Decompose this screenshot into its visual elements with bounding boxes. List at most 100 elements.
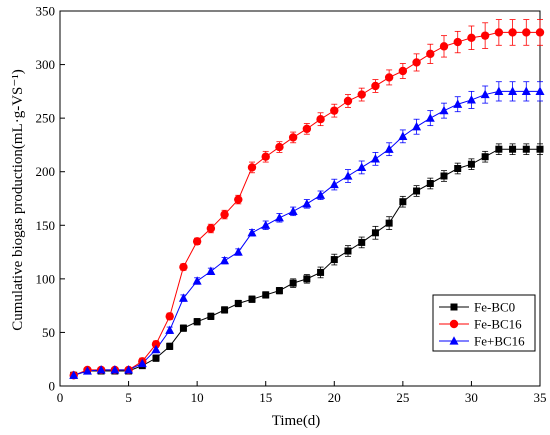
data-point [329, 179, 339, 189]
data-point [343, 171, 353, 180]
data-point [152, 354, 160, 362]
data-point [521, 86, 531, 95]
data-point [220, 210, 229, 219]
data-point [453, 99, 463, 108]
legend-label: Fe-BC16 [474, 317, 522, 332]
data-point [124, 365, 134, 374]
data-point [344, 247, 352, 255]
x-axis-title: Time(d) [272, 413, 321, 429]
data-point [261, 220, 271, 229]
data-point [316, 115, 325, 124]
x-tick-label: 30 [465, 390, 478, 405]
data-point [178, 293, 188, 302]
data-point [412, 58, 421, 67]
data-point [166, 342, 174, 350]
legend-label: Fe+BC16 [474, 334, 525, 349]
data-point [82, 366, 92, 375]
data-point [192, 276, 202, 285]
data-point [221, 306, 229, 314]
data-point [440, 172, 448, 180]
data-point [466, 95, 476, 104]
legend-marker [449, 319, 459, 329]
data-point [480, 89, 490, 99]
x-tick-label: 25 [396, 390, 409, 405]
data-point [412, 121, 422, 131]
data-point [151, 344, 161, 354]
data-point [481, 153, 489, 161]
data-point [193, 318, 201, 326]
data-point [494, 28, 504, 37]
data-point [494, 86, 504, 95]
legend-label: Fe-BC0 [474, 300, 515, 315]
data-point [165, 325, 175, 334]
data-point [357, 90, 366, 99]
data-point [358, 238, 366, 246]
data-point [522, 28, 531, 37]
data-point [165, 312, 174, 321]
data-point [371, 81, 380, 91]
data-point [151, 340, 161, 349]
data-point [454, 165, 462, 172]
data-point [425, 113, 435, 122]
data-point [426, 49, 435, 59]
data-point [303, 275, 311, 283]
data-point [234, 195, 243, 204]
legend-marker [449, 336, 459, 345]
data-point [453, 37, 462, 47]
data-point [536, 145, 544, 153]
data-point [69, 370, 79, 379]
data-point [274, 212, 284, 222]
data-point [439, 42, 449, 51]
data-point [302, 199, 312, 208]
data-point [233, 247, 243, 256]
data-point [343, 96, 353, 106]
data-point [508, 86, 518, 95]
y-tick-label: 250 [36, 111, 56, 126]
data-point [384, 73, 394, 82]
data-point [413, 187, 421, 195]
data-point [398, 66, 408, 76]
x-tick-label: 0 [57, 390, 64, 405]
data-point [439, 105, 449, 115]
data-point [426, 180, 434, 187]
data-point [330, 106, 339, 115]
y-tick-label: 200 [36, 164, 56, 179]
data-point [399, 198, 407, 206]
data-point [247, 163, 257, 172]
data-point [275, 142, 284, 152]
data-point [179, 324, 187, 332]
data-point [247, 227, 257, 237]
data-point [371, 229, 379, 237]
data-point [262, 291, 270, 299]
x-tick-label: 35 [534, 390, 547, 405]
legend: Fe-BC0 Fe-BC16 Fe+BC16 [432, 294, 536, 352]
y-tick-label: 0 [49, 379, 56, 394]
data-point [522, 145, 530, 153]
data-point [316, 190, 326, 199]
data-point [509, 145, 517, 153]
data-point [495, 145, 503, 153]
data-point [370, 154, 380, 163]
y-tick-label: 300 [36, 57, 56, 72]
series-markers [69, 28, 545, 380]
data-point [508, 28, 517, 37]
data-point [535, 86, 545, 95]
data-point [289, 279, 297, 287]
y-tick-label: 50 [42, 325, 55, 340]
y-tick-label: 350 [36, 4, 56, 19]
data-point [275, 287, 283, 295]
data-point [220, 255, 230, 265]
data-point [535, 28, 545, 37]
y-tick-label: 150 [36, 218, 56, 233]
data-point [302, 124, 312, 134]
data-point [261, 152, 270, 161]
x-tick-label: 10 [191, 390, 204, 405]
data-point [192, 237, 202, 246]
data-point [179, 262, 188, 272]
data-point [384, 144, 394, 153]
data-point [248, 295, 256, 303]
data-point [137, 358, 147, 368]
data-point [288, 133, 298, 142]
data-point [317, 268, 325, 276]
